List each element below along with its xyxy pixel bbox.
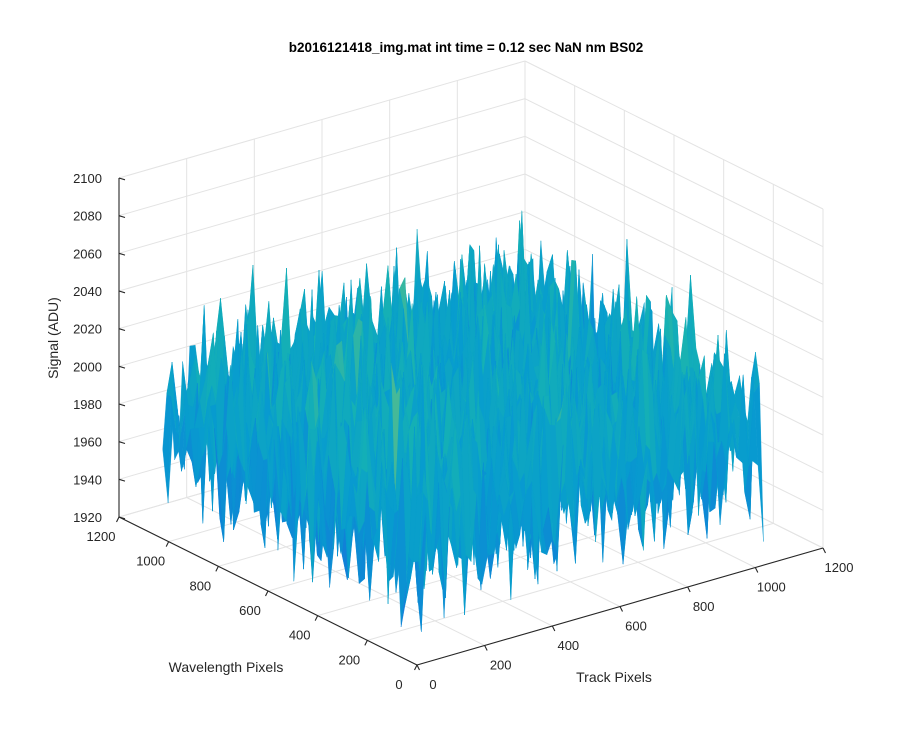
floor-gridline-y (317, 498, 724, 617)
z-axis-label: Signal (ADU) (45, 297, 61, 379)
y-tick-mark (414, 664, 418, 671)
surface-plot (162, 210, 764, 632)
x-tick-mark (687, 586, 691, 593)
y-axis-label: Wavelength Pixels (169, 659, 284, 675)
x-tick-mark (416, 664, 420, 671)
z-tick-mark (118, 177, 126, 181)
y-tick-label: 800 (189, 578, 211, 593)
x-tick-mark (551, 625, 556, 632)
x-tick-mark (754, 567, 759, 573)
y-tick-label: 400 (289, 628, 311, 643)
wall-gridline-z (118, 60, 526, 179)
z-tick-label: 1960 (73, 435, 102, 450)
z-tick-label: 2100 (73, 171, 102, 186)
y-tick-mark (265, 590, 269, 597)
y-tick-label: 1200 (87, 529, 116, 544)
y-tick-mark (215, 566, 219, 572)
z-tick-mark (118, 478, 126, 482)
wall-gridline-z (524, 98, 824, 248)
z-tick-label: 1920 (73, 510, 102, 525)
x-tick-mark (822, 547, 826, 554)
y-tick-label: 600 (239, 603, 261, 618)
wall-gridline-z (118, 173, 526, 292)
z-tick-label: 2020 (73, 322, 102, 337)
z-tick-label: 1980 (73, 397, 102, 412)
x-tick-label: 600 (625, 619, 647, 634)
y-tick-mark (165, 541, 170, 547)
y-tick-mark (364, 640, 368, 646)
z-tick-mark (118, 403, 126, 407)
y-tick-mark (116, 516, 120, 523)
z-tick-label: 2040 (73, 284, 102, 299)
x-tick-mark (619, 606, 623, 612)
x-tick-label: 1200 (825, 560, 854, 575)
z-tick-mark (118, 215, 126, 218)
z-tick-mark (118, 516, 126, 520)
y-tick-label: 200 (338, 652, 360, 667)
y-tick-label: 1000 (136, 554, 165, 569)
wall-gridline-z (524, 211, 824, 361)
tick-labels: 0 200 400 600 800 1000 1200 0 200 400 600 800 1000 12… (73, 171, 853, 692)
z-tick-mark (118, 328, 126, 331)
surface-cell (412, 490, 423, 562)
x-axis-label: Track Pixels (576, 669, 652, 685)
x-tick-label: 0 (429, 677, 436, 692)
wall-gridline-z (118, 211, 526, 330)
x-tick-mark (484, 645, 488, 651)
wall-gridline-z (118, 135, 526, 254)
x-tick-label: 1000 (757, 580, 786, 595)
x-tick-label: 800 (693, 599, 715, 614)
y-tick-mark (314, 615, 319, 621)
wall-gridline-z (524, 60, 824, 210)
x-tick-label: 200 (490, 658, 512, 673)
z-tick-mark (118, 365, 126, 369)
wall-gridline-z (118, 98, 526, 217)
z-tick-mark (118, 290, 126, 294)
chart-title: b2016121418_img.mat int time = 0.12 sec … (289, 40, 644, 55)
z-tick-label: 2080 (73, 209, 102, 224)
y-tick-label: 0 (395, 677, 402, 692)
x-tick-label: 400 (557, 638, 579, 653)
z-tick-label: 2000 (73, 359, 102, 374)
z-tick-label: 2060 (73, 246, 102, 261)
z-tick-mark (118, 441, 126, 444)
z-tick-label: 1940 (73, 472, 102, 487)
wall-gridline-z (524, 135, 824, 285)
floor-gridline-y (367, 522, 774, 641)
wall-gridline-z (524, 173, 824, 323)
z-tick-mark (118, 252, 126, 256)
tick-marks (116, 177, 826, 671)
